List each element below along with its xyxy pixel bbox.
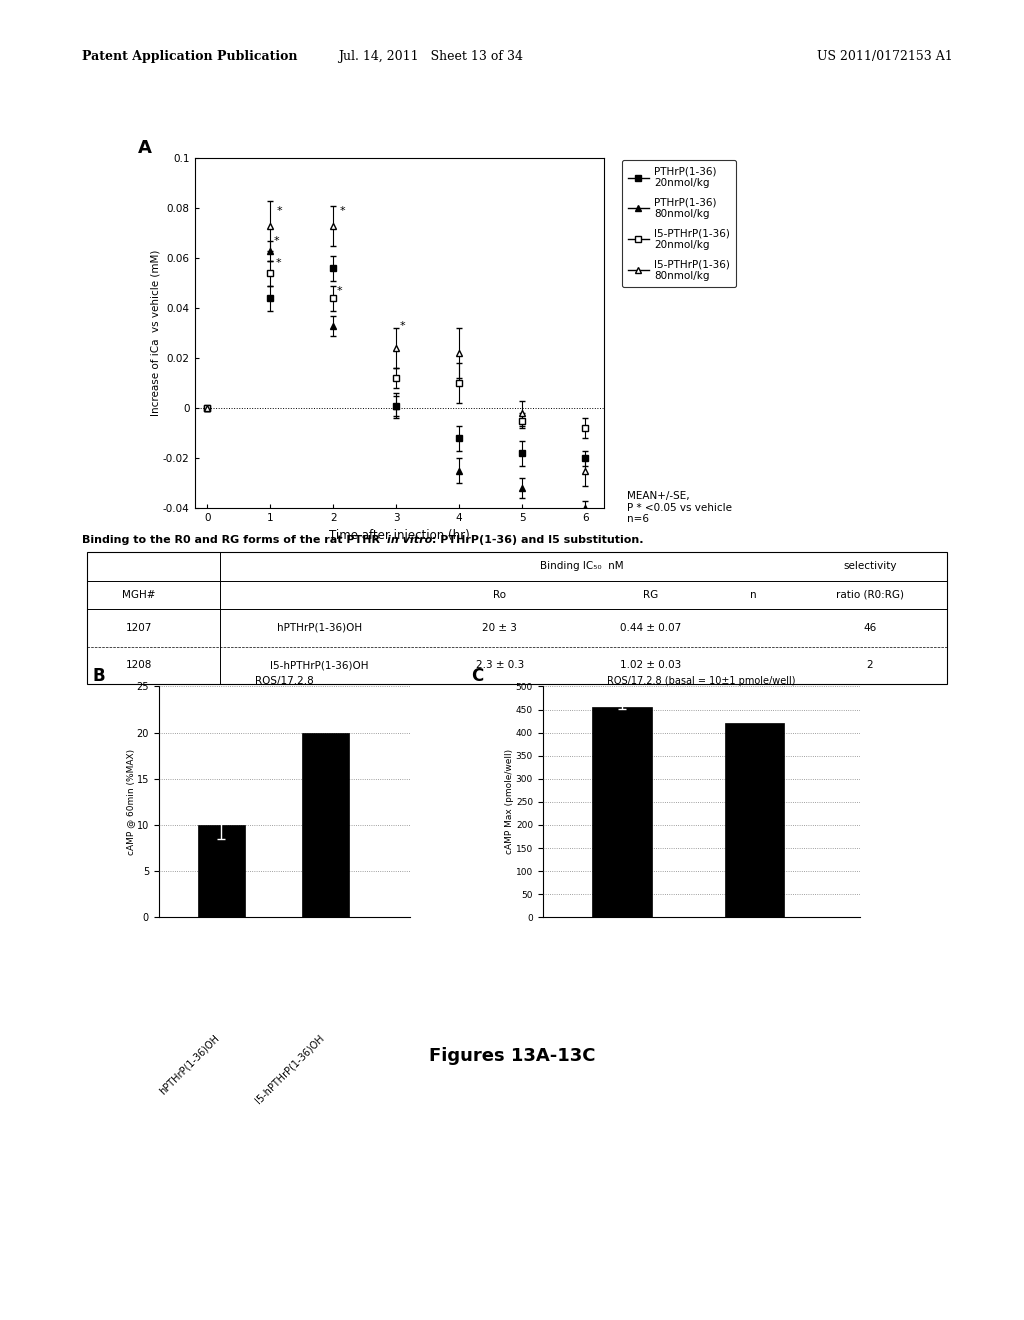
Bar [725,723,784,917]
Text: I5-hPTHrP(1-36)OH: I5-hPTHrP(1-36)OH [253,1034,326,1105]
Text: US 2011/0172153 A1: US 2011/0172153 A1 [816,50,952,63]
Bar [302,733,349,917]
Title: ROS/17.2.8 (basal = 10±1 pmole/well): ROS/17.2.8 (basal = 10±1 pmole/well) [607,676,796,685]
Text: C: C [471,667,483,685]
Text: : PTHrP(1-36) and I5 substitution.: : PTHrP(1-36) and I5 substitution. [428,535,643,545]
Text: ratio (R0:RG): ratio (R0:RG) [836,590,904,599]
Text: B: B [92,667,104,685]
Text: hPTHrP(1-36)OH: hPTHrP(1-36)OH [276,623,361,632]
X-axis label: Time after injection (hr): Time after injection (hr) [329,528,470,541]
Text: in vitro: in vitro [387,535,432,545]
Text: MEAN+/-SE,
P * <0.05 vs vehicle
n=6: MEAN+/-SE, P * <0.05 vs vehicle n=6 [627,491,732,524]
Text: 46: 46 [863,623,877,632]
Y-axis label: cAMP Max (pmole/well): cAMP Max (pmole/well) [506,750,514,854]
Text: Ro: Ro [494,590,507,599]
Text: 0.44 ± 0.07: 0.44 ± 0.07 [620,623,681,632]
Bar [198,825,245,917]
Text: 2: 2 [866,660,873,671]
Text: n: n [751,590,757,599]
Text: Figures 13A-13C: Figures 13A-13C [429,1047,595,1065]
Y-axis label: cAMP @ 60min (%MAX): cAMP @ 60min (%MAX) [126,748,135,855]
Text: *: * [340,206,345,216]
Text: 1208: 1208 [126,660,152,671]
Text: *: * [336,286,342,296]
Text: *: * [276,206,282,216]
Text: Binding to the R0 and RG forms of the rat PTHR: Binding to the R0 and RG forms of the ra… [82,535,380,545]
Text: *: * [273,236,279,246]
Bar [592,708,652,917]
Title: ROS/17.2.8: ROS/17.2.8 [255,676,313,685]
Text: 1207: 1207 [126,623,152,632]
Text: hPTHrP(1-36)OH: hPTHrP(1-36)OH [158,1034,221,1097]
Legend: PTHrP(1-36)
20nmol/kg, PTHrP(1-36)
80nmol/kg, I5-PTHrP(1-36)
20nmol/kg, I5-PTHrP: PTHrP(1-36) 20nmol/kg, PTHrP(1-36) 80nmo… [622,160,736,288]
Text: Patent Application Publication: Patent Application Publication [82,50,297,63]
Text: I5-hPTHrP(1-36)OH: I5-hPTHrP(1-36)OH [270,660,369,671]
Text: *: * [399,321,404,331]
Text: Binding IC₅₀  nM: Binding IC₅₀ nM [540,561,624,572]
Text: 1.02 ± 0.03: 1.02 ± 0.03 [620,660,681,671]
Text: RG: RG [643,590,658,599]
Text: selectivity: selectivity [843,561,897,572]
Text: A: A [138,139,153,157]
Y-axis label: Increase of iCa  vs vehicle (mM): Increase of iCa vs vehicle (mM) [151,249,160,417]
Text: Jul. 14, 2011   Sheet 13 of 34: Jul. 14, 2011 Sheet 13 of 34 [338,50,522,63]
Text: 2.3 ± 0.3: 2.3 ± 0.3 [476,660,524,671]
Text: MGH#: MGH# [122,590,156,599]
Text: 20 ± 3: 20 ± 3 [482,623,517,632]
Text: *: * [275,259,281,268]
